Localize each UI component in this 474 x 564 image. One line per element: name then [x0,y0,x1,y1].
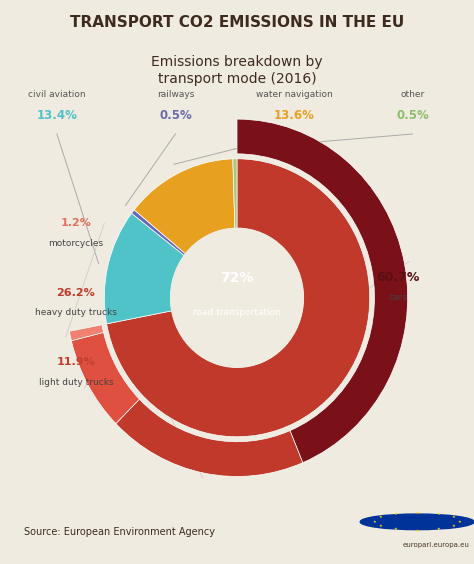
Text: 13.4%: 13.4% [36,109,77,122]
Circle shape [171,228,303,367]
Text: 26.2%: 26.2% [56,288,95,298]
Text: water navigation: water navigation [255,90,332,99]
Text: railways: railways [157,90,194,99]
Wedge shape [72,332,139,424]
Text: 72%: 72% [220,271,254,285]
Wedge shape [107,159,370,437]
Text: ★: ★ [458,520,462,524]
Text: 0.5%: 0.5% [396,109,429,122]
Text: 0.5%: 0.5% [159,109,192,122]
Text: civil aviation: civil aviation [28,90,86,99]
Text: 60.7%: 60.7% [376,271,420,284]
Wedge shape [104,213,184,324]
Text: ★: ★ [373,520,376,524]
Text: 11.9%: 11.9% [56,358,95,367]
Wedge shape [116,399,303,477]
Text: ★: ★ [437,527,440,531]
Text: Source: European Environment Agency: Source: European Environment Agency [24,527,215,536]
Text: ★: ★ [394,512,398,516]
Text: 1.2%: 1.2% [60,218,91,228]
Text: motorcycles: motorcycles [48,239,103,248]
Text: TRANSPORT CO2 EMISSIONS IN THE EU: TRANSPORT CO2 EMISSIONS IN THE EU [70,15,404,30]
Text: europarl.europa.eu: europarl.europa.eu [402,541,470,548]
Circle shape [360,514,474,530]
Text: other: other [400,90,425,99]
Text: ★: ★ [415,528,419,532]
Text: ★: ★ [452,515,456,519]
Wedge shape [237,119,408,462]
Text: ★: ★ [437,512,440,516]
Text: cars: cars [389,293,408,302]
Wedge shape [134,159,235,254]
Text: ★: ★ [415,511,419,515]
Text: ★: ★ [378,524,382,528]
Text: 13.6%: 13.6% [273,109,314,122]
Text: light duty trucks: light duty trucks [38,378,113,387]
Text: ★: ★ [452,524,456,528]
Text: heavy duty trucks: heavy duty trucks [35,308,117,317]
Text: ★: ★ [394,527,398,531]
Text: road transportation: road transportation [193,308,281,317]
Wedge shape [233,159,237,228]
Text: ★: ★ [378,515,382,519]
Wedge shape [132,210,186,255]
Text: Emissions breakdown by
transport mode (2016): Emissions breakdown by transport mode (2… [151,55,323,86]
Wedge shape [69,325,104,341]
